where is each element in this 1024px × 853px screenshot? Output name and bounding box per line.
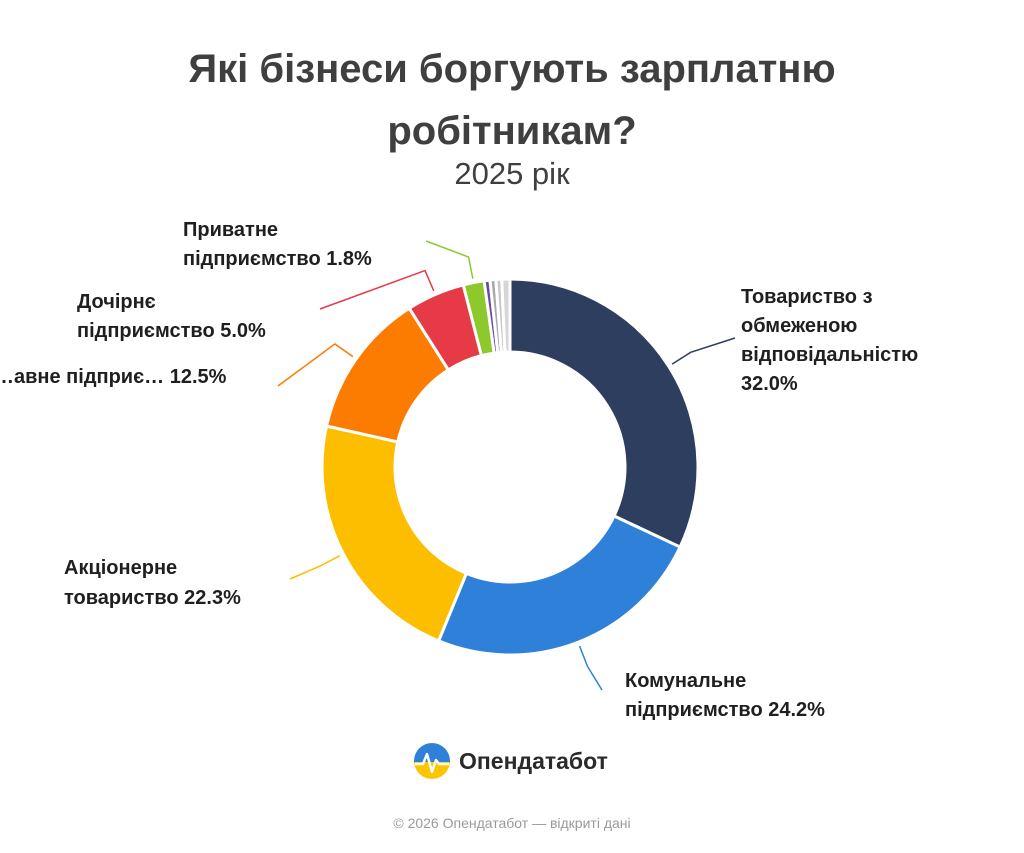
- chart-subtitle: 2025 рік: [454, 156, 570, 191]
- leader-line-5: [425, 240, 474, 279]
- label-tov-line-3: відповідальністю: [741, 344, 918, 366]
- slice-9: [500, 277, 512, 354]
- label-tov-line-2: обмеженою: [741, 315, 857, 337]
- slice-2: [320, 424, 468, 643]
- leader-line-4: [319, 269, 435, 310]
- slice-0: [508, 277, 700, 549]
- chart-title: Які бізнеси боргують зарплатню робітника…: [188, 47, 836, 153]
- label-priv-line-1: Приватне: [183, 219, 278, 241]
- label-tov: Товариство з обмеженою відповідальністю …: [741, 286, 924, 395]
- label-priv: Приватне підприємство 1.8%: [183, 219, 372, 270]
- label-akc-line-1: Акціонерне: [64, 557, 177, 579]
- leader-lines: [277, 240, 736, 691]
- label-tov-line-4: 32.0%: [741, 373, 798, 395]
- donut-slices: [320, 277, 700, 657]
- label-akc-line-2: товариство 22.3%: [64, 587, 241, 609]
- leader-line-1: [578, 645, 603, 691]
- label-tov-line-1: Товариство з: [741, 286, 873, 308]
- leader-line-2: [289, 555, 341, 580]
- slice-1: [437, 514, 682, 657]
- leader-line-3: [277, 343, 354, 387]
- brand: Опендатабот: [413, 742, 608, 780]
- brand-name: Опендатабот: [459, 747, 608, 774]
- label-priv-line-2: підприємство 1.8%: [183, 248, 372, 270]
- label-kom: Комунальне підприємство 24.2%: [625, 670, 825, 721]
- label-akc: Акціонерне товариство 22.3%: [64, 557, 241, 609]
- leader-line-0: [671, 337, 736, 365]
- label-doch-line-1: Дочірнє: [77, 291, 156, 313]
- label-der: …авне підприє… 12.5%: [0, 366, 227, 388]
- footer-copyright: © 2026 Опендатабот — відкриті дані: [393, 815, 631, 831]
- opendatabot-logo-icon: [414, 743, 450, 779]
- label-kom-line-1: Комунальне: [625, 670, 746, 692]
- label-doch-line-2: підприємство 5.0%: [77, 320, 266, 342]
- label-der-line-1: …авне підприє… 12.5%: [0, 366, 227, 388]
- label-kom-line-2: підприємство 24.2%: [625, 699, 825, 721]
- label-doch: Дочірнє підприємство 5.0%: [77, 291, 266, 342]
